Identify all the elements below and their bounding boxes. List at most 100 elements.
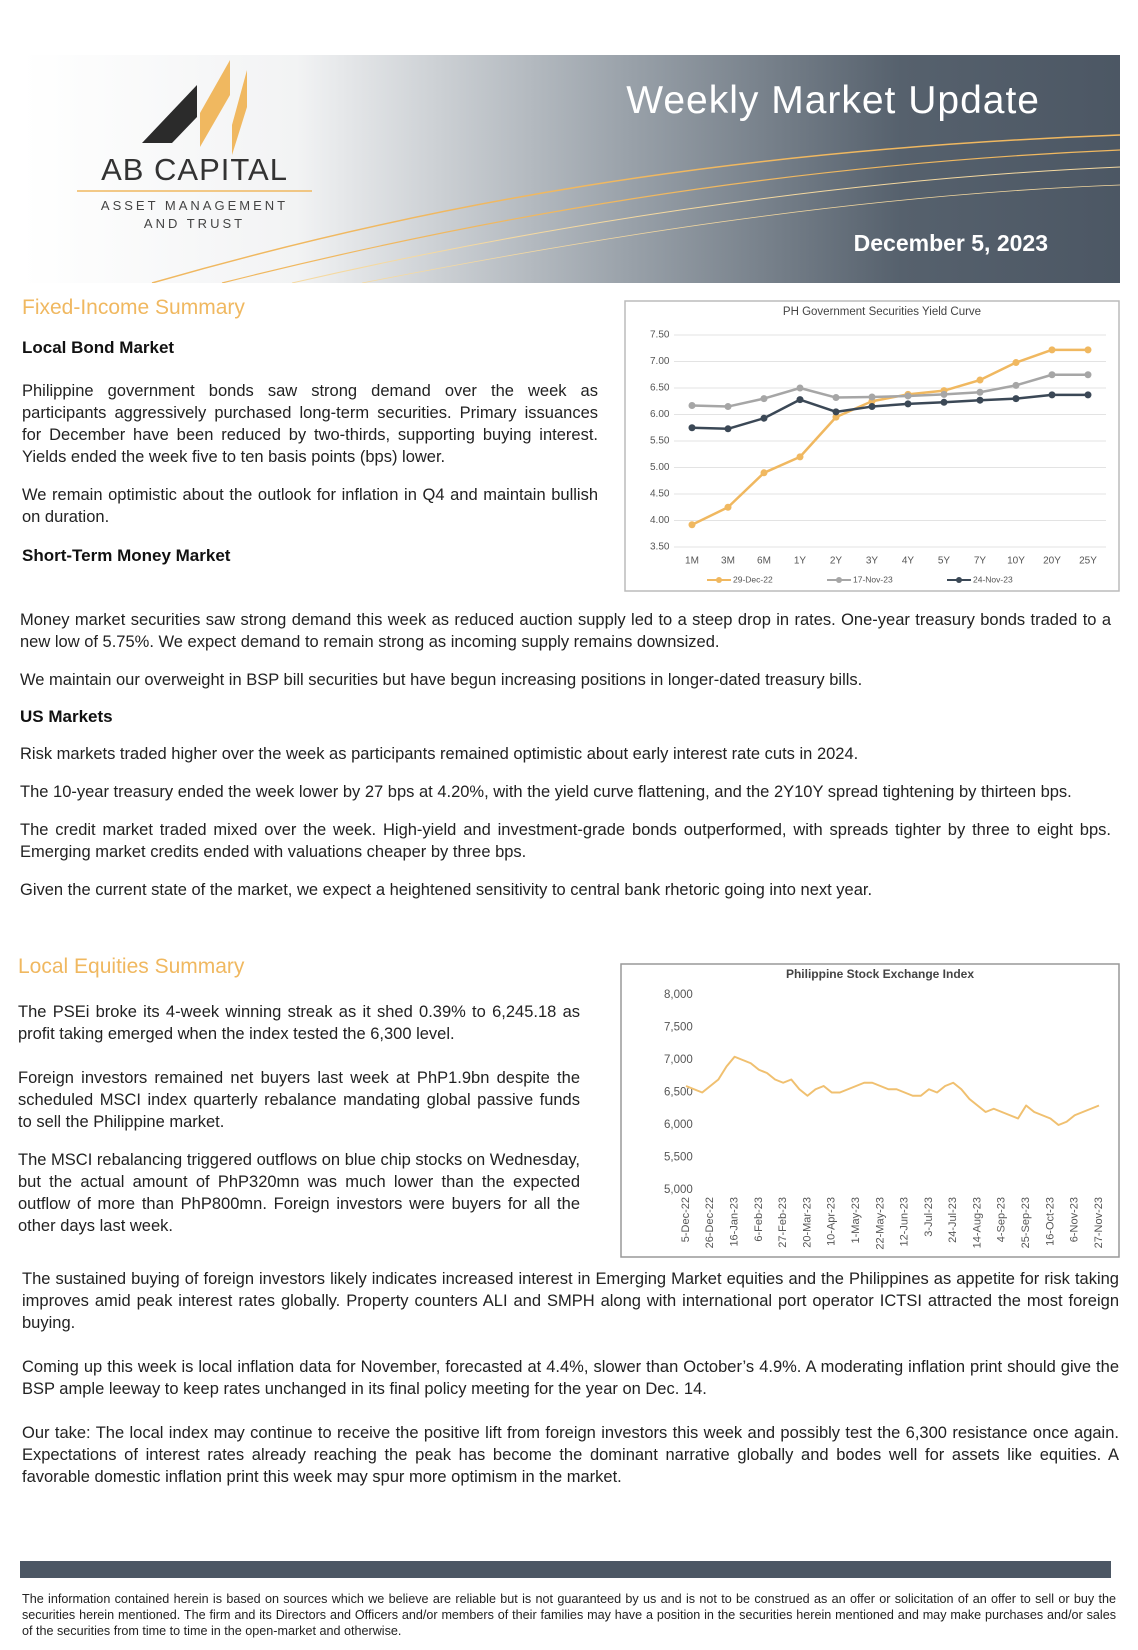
- footer-bar: [20, 1561, 1111, 1578]
- gold-curve: [221, 149, 1120, 283]
- x-tick-label: 20Y: [1043, 556, 1061, 567]
- x-tick-label: 7Y: [974, 556, 987, 567]
- y-tick-label: 7.50: [650, 330, 670, 341]
- x-tick-label: 6-Feb-23: [753, 1197, 765, 1242]
- subheading: US Markets: [20, 707, 113, 726]
- subheading: Local Bond Market: [22, 338, 175, 357]
- series-line: [685, 1055, 1100, 1126]
- point: [832, 408, 840, 416]
- point: [976, 388, 984, 396]
- paragraph: Money market securities saw strong deman…: [20, 611, 1111, 651]
- paragraph: Given the current state of the market, w…: [20, 881, 873, 899]
- paragraph: The PSEi broke its 4-week winning streak…: [18, 1003, 580, 1043]
- point: [724, 403, 732, 411]
- point: [760, 469, 768, 477]
- point: [796, 384, 804, 392]
- disclaimer: The information contained herein is base…: [22, 1592, 1116, 1638]
- y-tick-label: 6.50: [650, 383, 670, 394]
- paragraph: The 10-year treasury ended the week lowe…: [20, 783, 1072, 801]
- chart-title: Philippine Stock Exchange Index: [786, 967, 974, 981]
- point: [1048, 346, 1056, 354]
- legend-marker: [716, 577, 722, 583]
- point: [976, 396, 984, 404]
- equities-top: Local Equities Summary The PSEi broke it…: [18, 955, 580, 1237]
- point: [796, 453, 804, 461]
- x-tick-label: 27-Feb-23: [777, 1197, 789, 1248]
- point: [688, 424, 696, 432]
- point: [1084, 391, 1092, 399]
- gold-curve: [151, 134, 1120, 283]
- legend-marker: [956, 577, 962, 583]
- logo-name: AB CAPITAL: [101, 152, 288, 187]
- point: [1012, 395, 1020, 403]
- paragraph: The MSCI rebalancing triggered outflows …: [18, 1151, 580, 1235]
- point: [796, 396, 804, 404]
- y-tick-label: 6,000: [664, 1119, 693, 1131]
- x-tick-label: 12-Jun-23: [899, 1197, 911, 1247]
- gold-curve: [361, 184, 1120, 283]
- fixed-income-body: Money market securities saw strong deman…: [20, 609, 1111, 901]
- equities-body: The sustained buying of foreign investor…: [22, 1268, 1119, 1488]
- fixed-income-top: Fixed-Income Summary Local Bond Market P…: [22, 296, 598, 566]
- paragraph: The credit market traded mixed over the …: [20, 821, 1111, 861]
- x-tick-label: 3-Jul-23: [923, 1197, 935, 1237]
- point: [904, 400, 912, 408]
- psei-chart: Philippine Stock Exchange Index 5,000 5,50…: [620, 963, 1120, 1258]
- y-tick-label: 5.00: [650, 462, 670, 473]
- point: [1084, 371, 1092, 379]
- y-tick-label: 7,500: [664, 1022, 693, 1034]
- x-tick-label: 4-Sep-23: [996, 1197, 1008, 1242]
- point: [832, 394, 840, 402]
- y-tick-label: 4.00: [650, 515, 670, 526]
- point: [688, 521, 696, 529]
- section-heading: Local Equities Summary: [18, 955, 245, 978]
- x-tick-label: 1Y: [794, 556, 807, 567]
- x-tick-label: 1M: [685, 556, 699, 567]
- logo-sub: AND TRUST: [143, 216, 246, 231]
- paragraph: We maintain our overweight in BSP bill s…: [20, 671, 863, 689]
- point: [868, 393, 876, 401]
- x-tick-label: 27-Nov-23: [1093, 1197, 1105, 1248]
- logo-mark-dark: [142, 85, 197, 143]
- x-tick-label: 16-Oct-23: [1044, 1197, 1056, 1246]
- paragraph: Risk markets traded higher over the week…: [20, 745, 859, 763]
- legend-label: 17-Nov-23: [853, 574, 893, 584]
- yield-curve-chart: PH Government Securities Yield Curve 3.50…: [624, 300, 1120, 592]
- y-tick-label: 4.50: [650, 489, 670, 500]
- x-tick-label: 24-Jul-23: [947, 1197, 959, 1243]
- section-heading: Fixed-Income Summary: [22, 296, 245, 319]
- series-line: [691, 373, 1088, 408]
- x-tick-label: 16-Jan-23: [728, 1197, 740, 1247]
- x-tick-label: 6M: [757, 556, 771, 567]
- x-tick-label: 5Y: [938, 556, 951, 567]
- x-tick-label: 22-May-23: [874, 1197, 886, 1250]
- point: [724, 503, 732, 511]
- y-tick-label: 5.50: [650, 436, 670, 447]
- point: [760, 395, 768, 403]
- x-tick-label: 3Y: [866, 556, 879, 567]
- paragraph: Coming up this week is local inflation d…: [22, 1358, 1119, 1398]
- y-tick-label: 5,000: [664, 1184, 693, 1196]
- y-tick-label: 5,500: [664, 1152, 693, 1164]
- legend-marker: [836, 577, 842, 583]
- x-tick-label: 25-Sep-23: [1020, 1197, 1032, 1248]
- header-band: AB CAPITAL ASSET MANAGEMENT AND TRUST We…: [22, 55, 1120, 283]
- point: [688, 401, 696, 409]
- y-tick-label: 7,000: [664, 1054, 693, 1066]
- x-tick-label: 10Y: [1007, 556, 1025, 567]
- point: [832, 413, 840, 421]
- y-tick-label: 3.50: [650, 542, 670, 553]
- x-tick-label: 5-Dec-22: [680, 1197, 692, 1242]
- x-tick-label: 14-Aug-23: [971, 1197, 983, 1248]
- y-tick-label: 6.00: [650, 409, 670, 420]
- logo-mark-gold: [232, 70, 247, 155]
- chart-title: PH Government Securities Yield Curve: [783, 306, 981, 318]
- header-date: December 5, 2023: [853, 230, 1048, 256]
- point: [1012, 359, 1020, 367]
- x-tick-label: 20-Mar-23: [801, 1197, 813, 1248]
- y-tick-label: 6,500: [664, 1087, 693, 1099]
- point: [724, 425, 732, 433]
- point: [868, 403, 876, 411]
- x-tick-label: 1-May-23: [850, 1197, 862, 1243]
